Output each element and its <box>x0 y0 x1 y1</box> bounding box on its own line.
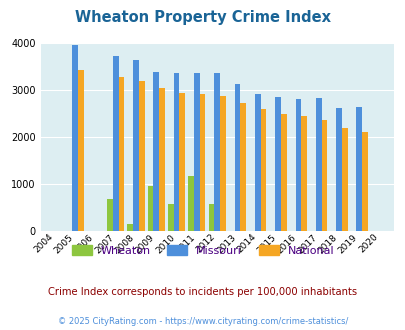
Bar <box>188 177 194 231</box>
Bar <box>208 204 214 231</box>
Bar <box>240 103 245 231</box>
Legend: Wheaton, Missouri, National: Wheaton, Missouri, National <box>67 241 338 260</box>
Text: © 2025 CityRating.com - https://www.cityrating.com/crime-statistics/: © 2025 CityRating.com - https://www.city… <box>58 317 347 326</box>
Bar <box>107 200 113 231</box>
Bar <box>341 128 347 231</box>
Bar <box>361 132 367 231</box>
Bar <box>295 99 301 231</box>
Bar <box>335 108 341 231</box>
Bar <box>214 74 220 231</box>
Bar <box>139 81 144 231</box>
Bar <box>234 84 240 231</box>
Bar <box>220 96 225 231</box>
Bar <box>78 70 83 231</box>
Bar <box>194 74 199 231</box>
Bar <box>168 204 173 231</box>
Bar <box>315 98 321 231</box>
Bar <box>173 74 179 231</box>
Bar <box>260 109 266 231</box>
Bar <box>254 94 260 231</box>
Bar <box>72 45 78 231</box>
Bar <box>301 116 306 231</box>
Bar <box>321 119 326 231</box>
Bar <box>179 93 185 231</box>
Bar <box>127 224 133 231</box>
Bar <box>199 94 205 231</box>
Bar <box>113 56 118 231</box>
Bar <box>153 72 159 231</box>
Text: Crime Index corresponds to incidents per 100,000 inhabitants: Crime Index corresponds to incidents per… <box>48 287 357 297</box>
Bar <box>147 186 153 231</box>
Bar <box>275 97 280 231</box>
Bar <box>280 114 286 231</box>
Bar <box>159 88 164 231</box>
Bar <box>356 107 361 231</box>
Bar <box>133 60 139 231</box>
Text: Wheaton Property Crime Index: Wheaton Property Crime Index <box>75 10 330 25</box>
Bar <box>118 77 124 231</box>
